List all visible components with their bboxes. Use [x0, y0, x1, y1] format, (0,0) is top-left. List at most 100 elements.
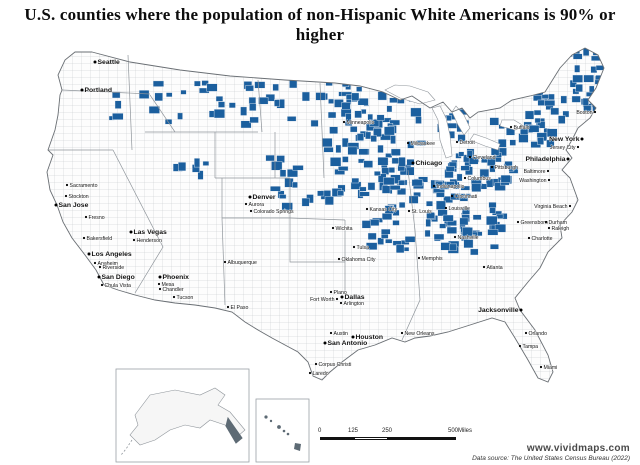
county-cell	[287, 169, 298, 178]
county-cell	[574, 64, 581, 73]
city-marker: Fort Worth	[310, 297, 339, 303]
county-cell	[533, 95, 542, 102]
city-label: Denver	[253, 194, 276, 201]
county-cell	[218, 101, 225, 108]
county-cell	[274, 99, 280, 107]
county-cell	[486, 215, 498, 226]
city-label: Dallas	[345, 294, 365, 301]
city-label: Anaheim	[98, 261, 118, 267]
city-label: Louisville	[449, 206, 470, 212]
city-marker: Denver	[248, 194, 276, 201]
county-cell	[487, 229, 499, 236]
county-cell	[284, 178, 294, 188]
county-cell	[550, 107, 560, 116]
county-cell	[345, 112, 352, 123]
county-cell	[373, 128, 382, 138]
county-cell	[386, 105, 393, 113]
city-marker: Bakersfield	[82, 236, 113, 242]
county-cell	[370, 135, 377, 143]
city-dot	[580, 137, 584, 141]
attribution: www.vividmaps.com Data source: The Unite…	[472, 443, 630, 462]
county-cell	[310, 119, 319, 127]
city-marker: Minneapolis	[342, 120, 375, 126]
city-label: Cincinnati	[455, 194, 478, 200]
county-cell	[351, 177, 360, 184]
county-cell	[472, 214, 482, 221]
county-cell	[292, 165, 304, 171]
county-cell	[436, 200, 446, 210]
city-label: Plano	[334, 290, 347, 296]
county-cell	[397, 187, 407, 195]
city-dot	[490, 165, 494, 169]
county-cell	[533, 109, 542, 116]
city-label: Oklahoma City	[342, 257, 376, 263]
county-cell	[489, 117, 499, 126]
city-marker: Portland	[80, 87, 112, 94]
county-cell	[193, 158, 200, 168]
city-marker: Mesa	[157, 282, 175, 288]
county-cell	[494, 223, 507, 233]
county-cell	[411, 179, 423, 187]
county-cell	[408, 195, 419, 204]
city-labels: Seattle Portland Sacramento Stockton San Jos…	[54, 59, 597, 377]
county-cell	[415, 116, 422, 124]
county-cell	[424, 229, 431, 237]
city-dot	[547, 226, 551, 230]
county-cell	[365, 131, 372, 140]
city-dot	[129, 230, 133, 234]
city-marker: Greensboro	[516, 220, 548, 226]
city-label: Philadelphia	[525, 156, 565, 163]
county-cell	[377, 156, 389, 166]
county-cell	[325, 81, 333, 87]
city-dot	[339, 301, 343, 305]
city-dot	[352, 245, 356, 249]
county-cell	[470, 248, 479, 256]
county-cell	[398, 201, 406, 208]
city-marker: Wichita	[331, 226, 353, 232]
county-cell	[228, 102, 236, 109]
county-cell	[389, 119, 400, 126]
county-cell	[341, 102, 351, 110]
us-outline	[46, 47, 605, 383]
county-cell	[377, 237, 384, 245]
county-cell	[381, 228, 391, 235]
county-cell	[358, 158, 365, 164]
city-marker: Aurora	[244, 202, 265, 208]
city-dot	[524, 331, 528, 335]
county-cell	[389, 185, 401, 191]
county-cell	[518, 133, 529, 143]
county-cell	[366, 242, 378, 251]
county-cell	[575, 84, 583, 93]
city-dot	[331, 226, 335, 230]
county-cell	[321, 137, 333, 148]
county-cell	[359, 191, 370, 197]
county-cell	[471, 183, 482, 192]
scale-label: 125	[348, 428, 359, 434]
county-cell	[572, 53, 583, 60]
city-label: Kansas City	[370, 207, 398, 213]
city-label: Nashville	[458, 235, 479, 241]
county-cell	[461, 207, 471, 215]
city-marker: Pittsburgh	[490, 165, 518, 171]
county-cell	[537, 99, 545, 106]
city-marker: Stockton	[64, 194, 89, 200]
city-marker: Los Angeles	[87, 251, 132, 258]
highlighted-counties	[108, 48, 604, 256]
hawaii-islands	[264, 415, 301, 451]
city-label: Sacramento	[70, 183, 98, 189]
city-label: San Diego	[102, 274, 135, 281]
city-label: Mesa	[162, 282, 175, 288]
county-cell	[426, 200, 433, 207]
county-cell	[435, 180, 444, 187]
city-dot	[444, 206, 448, 210]
city-marker: Henderson	[132, 238, 162, 244]
city-marker: Chicago	[411, 160, 443, 167]
county-cell	[177, 112, 183, 120]
city-marker: Colorado Springs	[249, 209, 294, 215]
county-cell	[249, 103, 257, 111]
county-cell	[384, 126, 395, 136]
city-marker: San Diego	[97, 274, 135, 281]
city-dot	[516, 220, 520, 224]
county-cell	[292, 181, 298, 189]
county-cell	[442, 214, 454, 222]
